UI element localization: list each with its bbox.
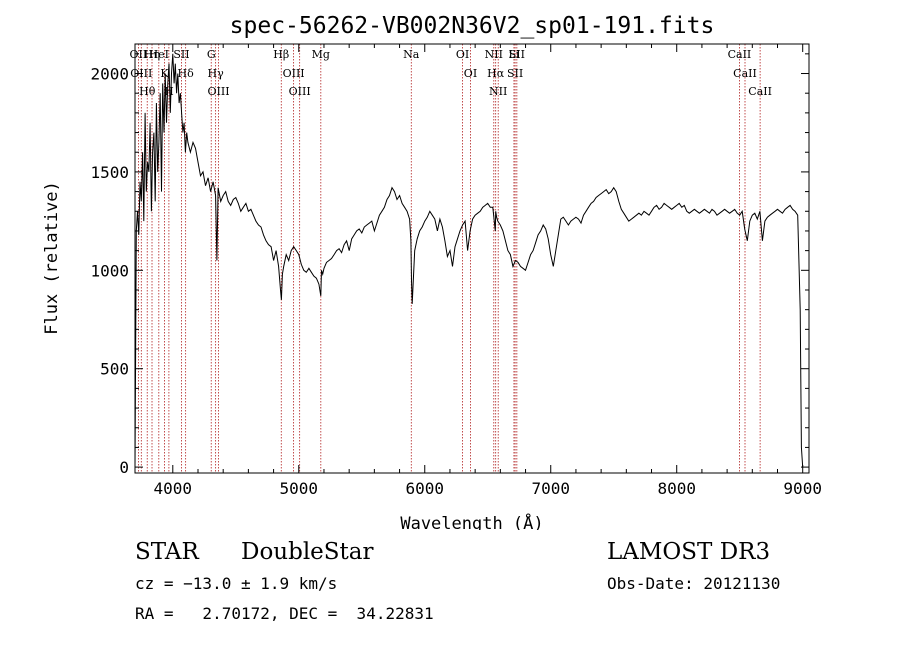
x-axis-label: Wavelength (Å) xyxy=(400,512,543,530)
survey-name: LAMOST DR3 xyxy=(607,539,771,565)
y-axis-ticks: 0 500 1000 1500 2000 xyxy=(90,53,809,477)
line-label-10: Hγ xyxy=(208,67,225,80)
spectral-line-markers xyxy=(138,44,761,473)
line-label-23: Li xyxy=(509,48,520,61)
chart-title: spec-56262-VB002N36V2_sp01-191.fits xyxy=(230,13,715,39)
line-label-20: NII xyxy=(485,48,503,61)
spectrum-chart: spec-56262-VB002N36V2_sp01-191.fits OII O… xyxy=(42,13,822,530)
line-label-26: CaII xyxy=(733,67,757,80)
plot-area-frame xyxy=(134,43,810,474)
redshift-velocity: cz = −13.0 ± 1.9 km/s xyxy=(135,574,338,593)
spectrum-series-line xyxy=(134,53,804,468)
x-tick-label-0: 4000 xyxy=(154,479,193,498)
line-label-18: OI xyxy=(464,67,477,80)
observation-date: Obs-Date: 20121130 xyxy=(607,574,781,593)
y-tick-label-0: 0 xyxy=(119,458,129,477)
line-label-6: H xyxy=(164,85,174,98)
y-tick-label-4: 2000 xyxy=(90,65,129,84)
line-label-15: Mg xyxy=(312,48,330,61)
object-class: STAR xyxy=(135,539,199,565)
line-label-22: SII xyxy=(507,67,523,80)
line-label-24: SII xyxy=(509,48,525,61)
line-label-13: OIII xyxy=(283,67,305,80)
line-label-3: Hη xyxy=(144,48,160,61)
object-subclass: DoubleStar xyxy=(241,539,374,565)
x-tick-label-2: 6000 xyxy=(405,479,444,498)
line-label-1: OII xyxy=(130,48,148,61)
line-label-0: Hθ xyxy=(139,85,156,98)
line-label-16: Na xyxy=(403,48,420,61)
coordinates: RA = 2.70172, DEC = 34.22831 xyxy=(135,604,434,623)
y-axis-label: Flux (relative) xyxy=(42,181,62,335)
x-axis-ticks: 4000 5000 6000 7000 8000 9000 xyxy=(154,44,822,498)
line-label-25: CaII xyxy=(728,48,752,61)
x-tick-label-5: 9000 xyxy=(783,479,822,498)
line-label-17: OI xyxy=(456,48,469,61)
line-label-19: Hα xyxy=(487,67,505,80)
line-label-4: HeI xyxy=(149,48,169,61)
y-tick-label-1: 500 xyxy=(100,360,129,379)
line-label-14: OIII xyxy=(289,85,311,98)
line-label-8: Hδ xyxy=(178,67,195,80)
x-tick-label-3: 7000 xyxy=(531,479,570,498)
x-tick-label-1: 5000 xyxy=(280,479,319,498)
spectral-line-labels: OIIOIIIHθHηHeIKHSIIHδGHγOIIIHβOIIIOIIIMg… xyxy=(130,48,772,98)
line-label-12: Hβ xyxy=(273,48,289,61)
y-tick-label-2: 1000 xyxy=(90,261,129,280)
y-tick-label-3: 1500 xyxy=(90,163,129,182)
line-label-9: OIII xyxy=(207,85,229,98)
line-label-11: G xyxy=(207,48,216,61)
line-label-7: SII xyxy=(173,48,189,61)
line-label-27: CaII xyxy=(748,85,772,98)
line-label-21: NII xyxy=(489,85,507,98)
x-tick-label-4: 8000 xyxy=(657,479,696,498)
